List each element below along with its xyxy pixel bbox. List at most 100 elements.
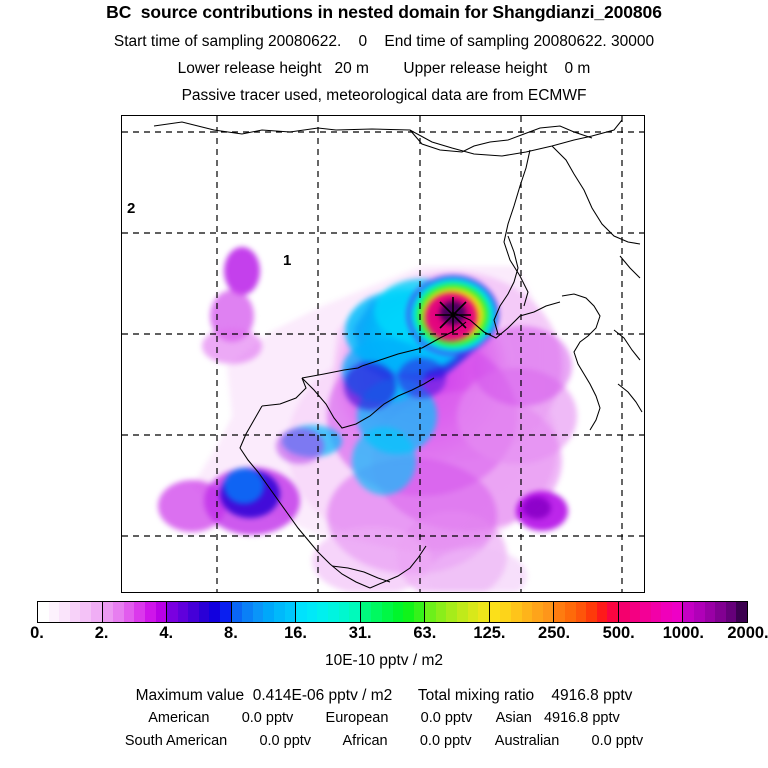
colorbar-step [38,602,49,622]
colorbar-step [242,602,253,622]
colorbar-step [618,602,630,622]
colorbar-tick-10: 1000. [662,624,705,642]
colorbar-step [661,602,672,622]
page-title: BC source contributions in nested domain… [106,2,662,22]
colorbar-step [220,602,231,622]
colorbar-step [683,602,695,622]
colorbar-step [725,602,737,622]
colorbar-step [284,602,296,622]
concentration-plume [158,247,577,592]
colorbar-step [48,602,60,622]
colorbar-step [715,602,726,622]
colorbar-step [607,602,618,622]
colorbar-step [500,602,512,622]
colorbar-step [413,602,425,622]
colorbar-tick-5: 31. [348,624,372,642]
colorbar-step [177,602,189,622]
colorbar-step [231,602,243,622]
colorbar-segment-2 [167,602,232,622]
colorbar-segment-5 [360,602,426,622]
colorbar-tick-11: 2000. [727,624,768,642]
colorbar-step [435,602,447,622]
colorbar-step [90,602,102,622]
colorbar-step [511,602,522,622]
lat-lon-gridlines [122,116,644,592]
colorbar-segment-8 [554,602,619,622]
colorbar-step [554,602,565,622]
colorbar-step [198,602,210,622]
colorbar-segment-9 [618,602,684,622]
colorbar-step [457,602,468,622]
coastline-overlay [153,119,643,589]
colorbar-step [446,602,458,622]
colorbar-step [349,602,360,622]
colorbar-step [736,602,748,622]
colorbar-step [113,602,124,622]
colorbar-step [102,602,114,622]
colorbar-tick-1: 2. [94,624,109,642]
colorbar-tick-9: 500. [602,624,635,642]
colorbar-step [381,602,393,622]
colorbar-step [521,602,533,622]
colorbar-step [69,602,81,622]
colorbar-step [188,602,199,622]
colorbar-step [80,602,91,622]
tracer-info: Passive tracer used, meteorological data… [181,87,587,104]
colorbar-segment-0 [38,602,103,622]
domain-label-2: 2 [127,200,136,217]
colorbar-step [575,602,587,622]
colorbar[interactable] [37,601,748,623]
sampling-times: Start time of sampling 20080622. 0 End t… [113,33,655,50]
colorbar-step [167,602,178,622]
colorbar-step [489,602,501,622]
colorbar-step [360,602,372,622]
colorbar-step [629,602,641,622]
stats-max-and-total: Maximum value 0.414E-06 pptv / m2 Total … [135,687,633,704]
colorbar-step [564,602,576,622]
colorbar-step [542,602,554,622]
release-site-star-icon [435,297,471,333]
colorbar-step [123,602,135,622]
colorbar-step [694,602,705,622]
colorbar-tick-0: 0. [30,624,44,642]
colorbar-segment-4 [296,602,361,622]
colorbar-tick-6: 63. [413,624,437,642]
stats-region-row-1: American 0.0 pptv European 0.0 pptv Asia… [148,710,620,726]
stats-region-row-2: South American 0.0 pptv African 0.0 pptv… [124,733,644,749]
colorbar-step [586,602,597,622]
colorbar-tick-4: 16. [284,624,307,642]
colorbar-step [274,602,285,622]
colorbar-step [134,602,145,622]
colorbar-step [144,602,156,622]
colorbar-step [467,602,479,622]
colorbar-segment-6 [425,602,490,622]
colorbar-step [296,602,307,622]
colorbar-tick-3: 8. [224,624,238,642]
colorbar-tick-labels: 0. 2. 4. 8. 16. 31. 63. 125. 250. 500. 1000. 2000. [0,624,768,644]
colorbar-segment-7 [489,602,555,622]
colorbar-step [425,602,436,622]
colorbar-step [371,602,382,622]
colorbar-step [704,602,716,622]
domain-labels: 2 1 [122,116,644,592]
release-heights: Lower release height 20 m Upper release … [177,60,591,77]
colorbar-step [671,602,683,622]
colorbar-step [252,602,264,622]
colorbar-tick-7: 125. [473,624,506,642]
colorbar-step [338,602,350,622]
colorbar-step [478,602,489,622]
colorbar-axis-label: 10E-10 pptv / m2 [324,652,444,669]
colorbar-step [317,602,328,622]
colorbar-step [155,602,167,622]
colorbar-step [306,602,318,622]
colorbar-step [532,602,543,622]
colorbar-step [327,602,339,622]
colorbar-step [650,602,662,622]
colorbar-segment-10 [683,602,748,622]
colorbar-step [596,602,608,622]
colorbar-segment-1 [102,602,168,622]
colorbar-step [263,602,275,622]
domain-label-1: 1 [283,252,292,269]
map-plot-area[interactable]: 2 1 [121,115,645,593]
colorbar-step [403,602,414,622]
